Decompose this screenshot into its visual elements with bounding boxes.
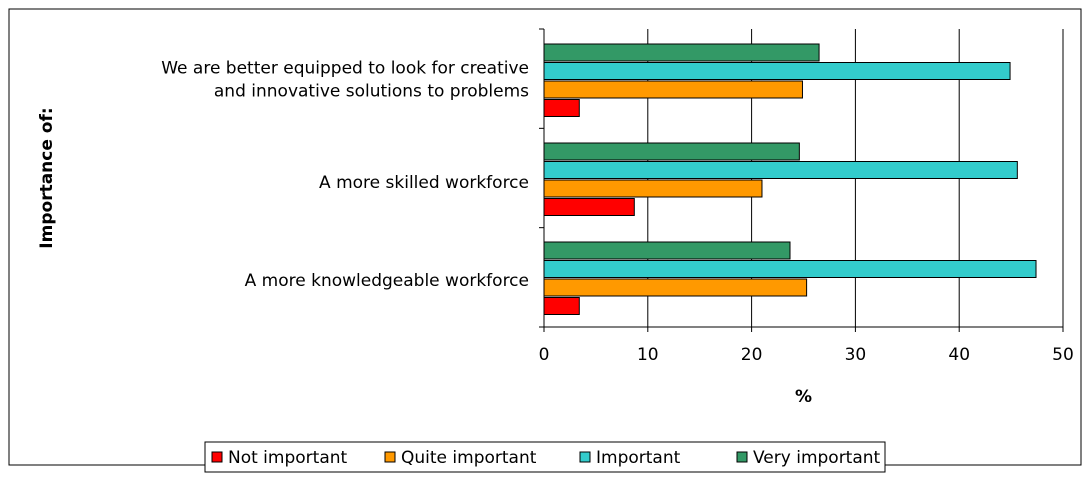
bar	[543, 161, 1018, 179]
bar	[543, 241, 791, 260]
x-tick-label: 40	[948, 345, 970, 365]
x-tick-label: 50	[1052, 345, 1074, 365]
legend-swatch	[384, 451, 396, 463]
legend-label: Quite important	[401, 448, 537, 468]
x-tick-label: 0	[539, 345, 550, 365]
x-tick-label: 20	[741, 345, 763, 365]
x-tick-label: 30	[845, 345, 867, 365]
legend-swatch	[736, 451, 748, 463]
x-tick-label: 10	[637, 345, 659, 365]
category-label: We are better equipped to look for creat…	[161, 59, 529, 79]
bar	[543, 278, 808, 297]
bar	[543, 62, 1011, 80]
plot-area	[543, 29, 1064, 327]
legend-label: Not important	[228, 448, 348, 468]
legend-swatch	[579, 451, 591, 463]
bar	[543, 99, 580, 117]
bar	[543, 179, 763, 198]
legend-label: Very important	[753, 448, 881, 468]
bar	[543, 142, 800, 161]
legend: Not important Quite important Important Ver…	[204, 441, 886, 473]
category-label: and innovative solutions to problems	[214, 82, 529, 102]
category-label: A more knowledgeable workforce	[245, 271, 529, 291]
x-axis-title: %	[795, 387, 812, 407]
legend-box	[204, 441, 886, 473]
legend-swatch	[211, 451, 223, 463]
bar	[543, 297, 580, 315]
bar	[543, 198, 635, 216]
legend-label: Important	[596, 448, 681, 468]
y-axis-title: Importance of:	[37, 107, 57, 248]
bar	[543, 43, 820, 62]
bar	[543, 260, 1037, 278]
bar	[543, 80, 803, 99]
category-label: A more skilled workforce	[319, 173, 529, 193]
axes: 0 10 20 30 40 50% Importance of: We are better …	[37, 28, 1074, 407]
